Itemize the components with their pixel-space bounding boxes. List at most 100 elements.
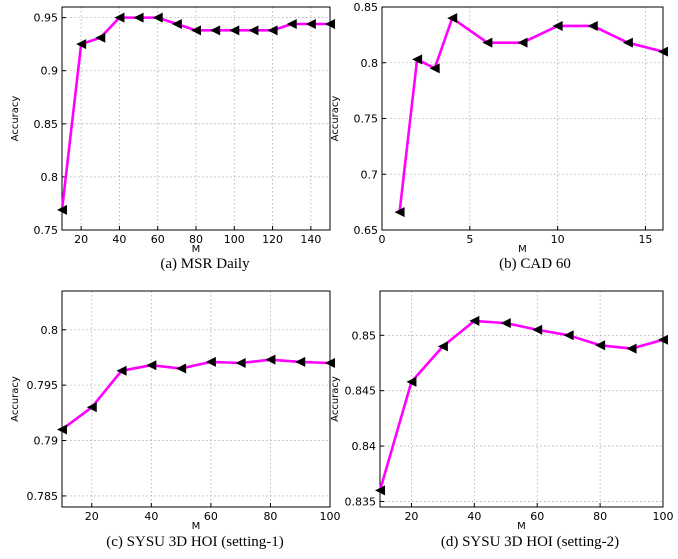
grid [380,291,664,507]
chart-c-caption: (c) SYSU 3D HOI (setting-1) [106,534,284,550]
data-point-marker [375,485,385,496]
data-point-marker [295,356,306,367]
chart-a-svg: 20 40 60 80 100 120 140 0.75 0.8 0.85 0.9 0.95 M Accu… [10,6,335,255]
x-tick-label: 60 [204,510,218,523]
y-tick-label: 0.85 [354,1,379,14]
data-point-marker [412,54,423,65]
data-point-marker [86,402,97,413]
data-point-marker [500,318,511,329]
chart-a-caption: (a) MSR Daily [160,256,250,272]
series-line [378,319,664,491]
y-axis-label: Accuracy [10,376,21,422]
y-axis-label: Accuracy [330,376,341,422]
x-tick-label: 40 [144,510,158,523]
x-axis-label: M [192,244,201,255]
data-point-marker [658,46,668,57]
data-point-marker [152,12,163,23]
y-tick-label: 0.84 [352,440,377,453]
data-point-marker [57,424,67,435]
data-point-marker [626,343,637,354]
y-tick-label: 0.8 [361,57,379,70]
x-axis-label: M [192,521,201,532]
data-point-marker [469,315,480,326]
chart-b-svg: 0 5 10 15 0.65 0.7 0.75 0.8 0.85 M Accuracy [330,1,668,255]
y-tick-label: 0.75 [354,113,379,126]
data-point-marker [658,334,668,345]
y-tick-label: 0.8 [41,324,59,337]
y-tick-label: 0.85 [34,118,59,131]
data-point-marker [116,365,127,376]
x-tick-label: 80 [593,510,607,523]
x-tick-label: 80 [189,233,203,246]
y-tick-label: 0.7 [361,168,379,181]
data-point-marker [267,25,278,36]
data-point-marker [622,37,633,48]
data-point-marker [248,25,259,36]
x-tick-label: 5 [466,233,473,246]
data-point-marker [146,360,157,371]
x-tick-label: 20 [74,233,88,246]
data-point-marker [171,18,182,29]
x-tick-label: 140 [300,233,321,246]
data-point-marker [114,12,125,23]
chart-b-caption: (b) CAD 60 [499,256,571,272]
x-axis-label: M [517,521,526,532]
y-tick-label: 0.785 [27,490,59,503]
x-tick-label: 0 [379,233,386,246]
data-point-marker [595,340,606,351]
data-point-marker [447,13,458,24]
data-point-marker [552,20,563,31]
x-tick-label: 100 [320,510,341,523]
x-axis-label: M [518,244,527,255]
x-tick-label: 80 [263,510,277,523]
y-tick-label: 0.75 [34,224,59,237]
data-point-marker [95,32,106,43]
y-tick-label: 0.835 [345,495,377,508]
data-point-marker [517,37,528,48]
data-point-marker [305,18,316,29]
x-tick-label: 15 [638,233,652,246]
plot-frame [61,290,331,508]
data-point-marker [210,25,221,36]
data-point-marker [265,354,276,365]
x-tick-label: 60 [151,233,165,246]
data-point-marker [235,358,246,368]
chart-panel-a: 20 40 60 80 100 120 140 0.75 0.8 0.85 0.9 0.95 M Accu… [0,0,339,280]
data-point-marker [76,39,87,50]
x-tick-label: 60 [530,510,544,523]
y-tick-label: 0.845 [345,385,377,398]
x-tick-label: 10 [551,233,565,246]
data-point-marker [325,18,335,29]
plot-frame [379,290,664,508]
data-point-marker [325,358,335,368]
data-point-marker [406,376,417,387]
y-axis-label: Accuracy [10,96,21,142]
data-point-marker [482,37,493,48]
series-line [398,16,664,213]
data-point-marker [532,324,543,335]
data-point-marker [191,25,201,36]
data-point-marker [429,63,440,74]
chart-panel-b: 0 5 10 15 0.65 0.7 0.75 0.8 0.85 M Accuracy (b) CA… [330,1,668,272]
x-tick-label: 100 [653,510,674,523]
x-tick-label: 40 [467,510,481,523]
data-point-marker [437,341,448,352]
y-tick-label: 0.8 [41,171,59,184]
y-tick-label: 0.65 [354,224,379,237]
x-tick-label: 120 [262,233,283,246]
x-tick-label: 20 [404,510,418,523]
x-tick-label: 20 [85,510,99,523]
y-axis-label: Accuracy [330,96,341,142]
x-tick-label: 100 [224,233,245,246]
chart-d-caption: (d) SYSU 3D HOI (setting-2) [440,534,620,550]
data-point-marker [587,20,598,31]
y-tick-label: 0.79 [34,435,59,448]
y-tick-label: 0.95 [34,12,59,25]
data-point-marker [394,207,405,218]
data-point-marker [205,356,216,367]
series-line [61,358,331,431]
